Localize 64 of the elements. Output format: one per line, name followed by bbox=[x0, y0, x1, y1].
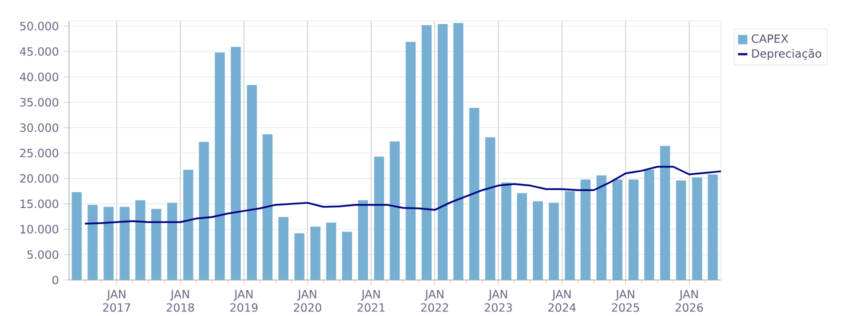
x-tick-label: JAN 2024 bbox=[548, 290, 576, 312]
bar bbox=[246, 84, 257, 280]
bar bbox=[104, 206, 114, 280]
x-tick-label: JAN 2020 bbox=[294, 290, 322, 312]
x-tick-label: JAN 2017 bbox=[103, 290, 130, 312]
y-tick-label: 0 bbox=[52, 276, 58, 284]
y-tick-label: 5.000 bbox=[27, 250, 58, 259]
bar bbox=[120, 206, 130, 280]
bar bbox=[390, 141, 400, 280]
bar bbox=[167, 202, 178, 280]
x-tick-label: JAN 2019 bbox=[230, 290, 258, 312]
bar bbox=[183, 170, 194, 280]
bar bbox=[310, 226, 320, 280]
bar bbox=[596, 175, 606, 280]
x-tick-label: JAN 2021 bbox=[358, 290, 385, 312]
bar bbox=[628, 179, 639, 280]
bar bbox=[453, 22, 464, 280]
legend-label: Depreciação bbox=[752, 48, 822, 60]
bar bbox=[358, 200, 368, 280]
y-tick-label: 50.000 bbox=[20, 22, 58, 30]
bar bbox=[88, 204, 98, 280]
bar bbox=[278, 216, 288, 280]
y-tick-label: 40.000 bbox=[20, 72, 58, 82]
bar bbox=[294, 233, 304, 280]
bar bbox=[564, 191, 575, 280]
bar bbox=[406, 42, 416, 280]
bar bbox=[72, 192, 82, 280]
bar bbox=[516, 193, 527, 280]
bar bbox=[501, 182, 512, 280]
y-tick-label: 20.000 bbox=[20, 174, 58, 183]
legend-label: CAPEX bbox=[752, 34, 788, 43]
x-tick-label: JAN 2026 bbox=[676, 290, 703, 312]
bar bbox=[485, 137, 496, 280]
y-tick-label: 35.000 bbox=[20, 98, 58, 106]
y-tick-label: 45.000 bbox=[20, 47, 58, 56]
x-tick-label: JAN 2025 bbox=[612, 290, 639, 312]
bar bbox=[676, 180, 686, 280]
bar bbox=[230, 46, 241, 280]
bar bbox=[135, 200, 146, 280]
bar bbox=[548, 202, 559, 280]
bar bbox=[151, 208, 162, 280]
bar bbox=[422, 24, 432, 280]
bar bbox=[660, 146, 670, 280]
bar bbox=[692, 177, 702, 280]
y-tick-label: 30.000 bbox=[20, 123, 58, 132]
y-tick-label: 25.000 bbox=[20, 148, 58, 158]
bar bbox=[342, 232, 352, 280]
bar bbox=[438, 24, 448, 280]
y-tick-label: 15.000 bbox=[20, 199, 58, 208]
bar bbox=[374, 156, 384, 280]
bar bbox=[262, 134, 273, 280]
y-tick-label: 10.000 bbox=[20, 224, 58, 234]
bar bbox=[469, 108, 480, 280]
bar bbox=[214, 52, 225, 280]
x-tick-label: JAN 2023 bbox=[484, 290, 512, 312]
bar bbox=[198, 142, 209, 280]
bar bbox=[326, 222, 336, 280]
x-tick-label: JAN 2022 bbox=[421, 290, 448, 312]
bar bbox=[708, 174, 718, 280]
bar bbox=[532, 201, 543, 280]
bar bbox=[612, 179, 622, 280]
bar bbox=[580, 179, 591, 280]
bar bbox=[644, 170, 654, 280]
x-tick-label: JAN 2018 bbox=[166, 290, 194, 312]
